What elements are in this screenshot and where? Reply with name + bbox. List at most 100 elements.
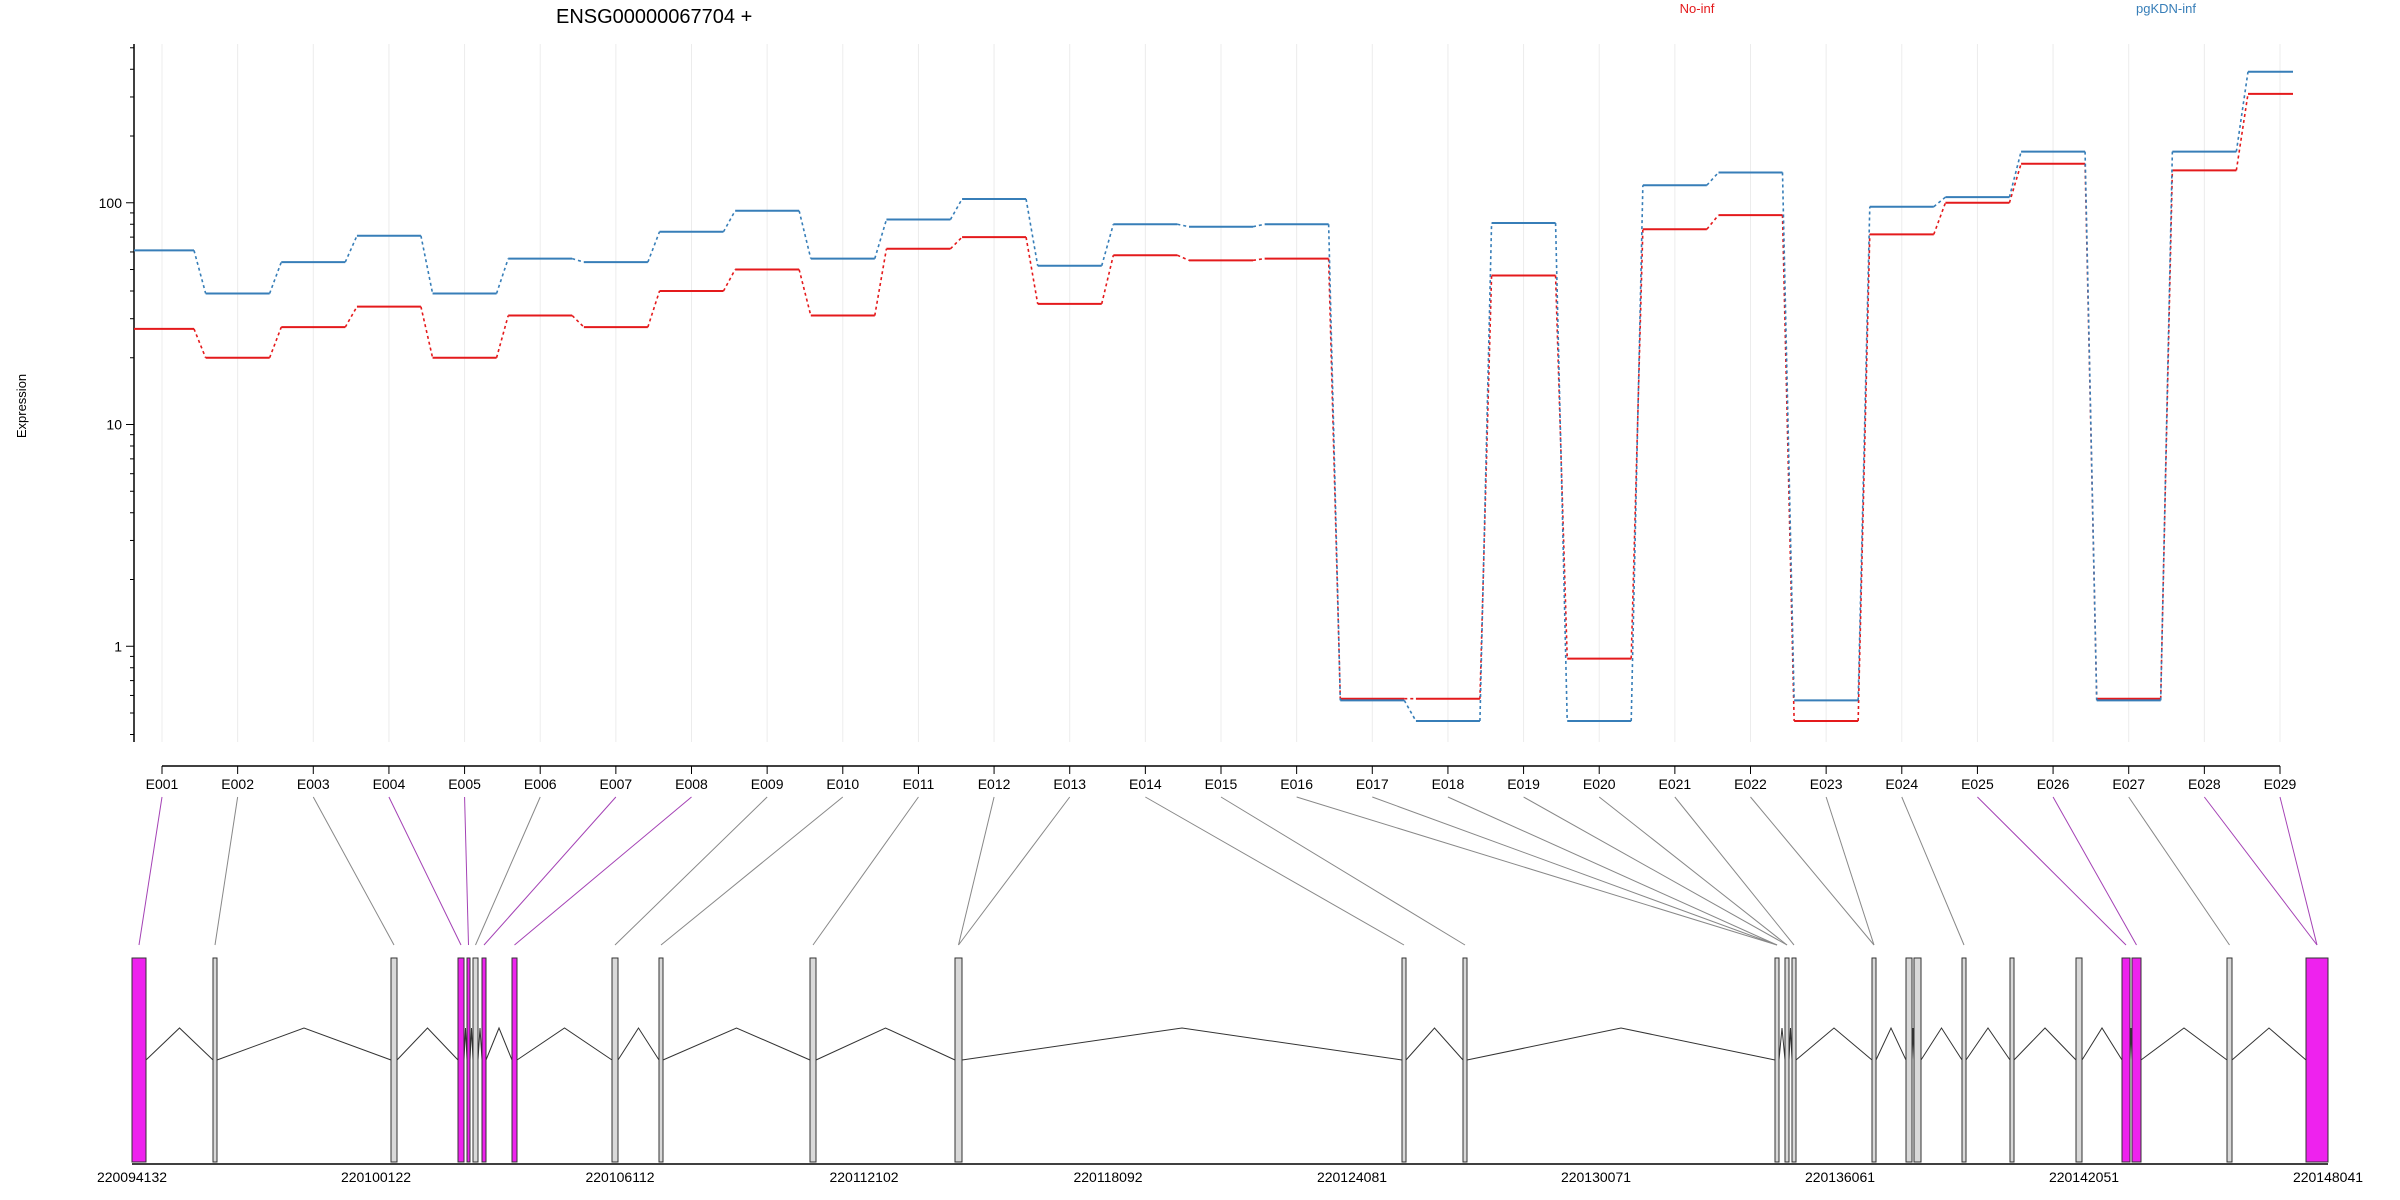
exon-connector bbox=[1220, 796, 1466, 946]
exon-box bbox=[2131, 957, 2142, 1163]
exon-box bbox=[1401, 957, 1407, 1163]
x-tick-label: E022 bbox=[1734, 776, 1767, 792]
exon-box bbox=[472, 957, 479, 1163]
exon-connector bbox=[614, 796, 768, 946]
exon-connector bbox=[2203, 796, 2318, 946]
exon-connector bbox=[660, 796, 844, 946]
series-connector bbox=[571, 257, 585, 263]
exon-box bbox=[954, 957, 963, 1163]
series-connector bbox=[1025, 236, 1039, 305]
exon-connector bbox=[1901, 796, 1965, 946]
coordinate-tick-label: 220148041 bbox=[2293, 1169, 2363, 1185]
exon-box bbox=[2121, 957, 2131, 1163]
x-tick-label: E012 bbox=[978, 776, 1011, 792]
exon-connector bbox=[214, 796, 239, 946]
exon-connector bbox=[1674, 796, 1795, 946]
intron-line bbox=[1875, 1026, 1907, 1061]
x-tick-label: E010 bbox=[826, 776, 859, 792]
series-connector bbox=[1100, 224, 1115, 266]
intron-line bbox=[485, 1026, 513, 1061]
series-connector bbox=[268, 326, 283, 359]
exon-connector bbox=[483, 796, 617, 946]
series-connector bbox=[722, 269, 736, 292]
exon-connector-lines bbox=[138, 796, 2318, 946]
x-tick-label: E023 bbox=[1810, 776, 1843, 792]
exon-box bbox=[1871, 957, 1877, 1163]
exon-box bbox=[390, 957, 398, 1163]
series-connector bbox=[1554, 223, 1569, 722]
coordinate-tick-label: 220118092 bbox=[1073, 1169, 1142, 1185]
exon-box bbox=[1784, 957, 1790, 1163]
coordinate-tick-label: 220112102 bbox=[829, 1169, 898, 1185]
intron-line bbox=[1965, 1027, 2011, 1061]
series-pgKDN-inf bbox=[134, 70, 2293, 723]
exon-connector bbox=[464, 796, 469, 946]
series-connector bbox=[1100, 255, 1115, 305]
series-connector bbox=[2008, 163, 2022, 203]
series-connector bbox=[1554, 275, 1569, 659]
y-tick-label: 10 bbox=[106, 417, 122, 433]
x-tick-label: E001 bbox=[146, 776, 179, 792]
intron-line bbox=[477, 1027, 483, 1061]
series-connector bbox=[874, 219, 888, 259]
exon-connector bbox=[2052, 796, 2137, 946]
intron-line bbox=[1795, 1027, 1873, 1061]
intron-line bbox=[2231, 1027, 2307, 1061]
exon-connector bbox=[1750, 796, 1875, 946]
series-connector bbox=[193, 250, 207, 294]
x-tick-label: E005 bbox=[448, 776, 481, 792]
exon-box bbox=[457, 957, 465, 1163]
x-tick-label: E007 bbox=[600, 776, 633, 792]
x-tick-label: E021 bbox=[1659, 776, 1692, 792]
x-tick-label: E003 bbox=[297, 776, 330, 792]
series-No-inf bbox=[134, 92, 2293, 723]
series-connector bbox=[1706, 171, 1720, 186]
series-connector bbox=[2235, 71, 2249, 152]
x-tick-label: E004 bbox=[373, 776, 406, 792]
exon-box bbox=[1961, 957, 1967, 1163]
intron-line bbox=[662, 1027, 811, 1061]
series-connector bbox=[1403, 699, 1417, 722]
y-axis: 1 10 100 bbox=[99, 44, 135, 742]
exon-box bbox=[2009, 957, 2015, 1163]
series-connector bbox=[1933, 196, 1946, 208]
exon-connector bbox=[1296, 796, 1778, 946]
exon-connector bbox=[1447, 796, 1778, 946]
intron-line bbox=[1920, 1027, 1963, 1061]
series-connector bbox=[1933, 202, 1947, 235]
x-tick-label: E019 bbox=[1507, 776, 1540, 792]
series-connector bbox=[571, 314, 585, 328]
exon-connector bbox=[1825, 796, 1875, 946]
exon-connector bbox=[2128, 796, 2230, 946]
exon-box bbox=[2075, 957, 2083, 1163]
x-tick-label: E008 bbox=[675, 776, 708, 792]
series-connector bbox=[420, 235, 434, 294]
exon-box bbox=[511, 957, 518, 1163]
exon-connector bbox=[958, 796, 1071, 946]
series-connector bbox=[495, 258, 509, 294]
series-connector bbox=[949, 236, 963, 250]
exon-connector bbox=[1598, 796, 1788, 946]
coordinate-tick-label: 220130071 bbox=[1561, 1169, 1631, 1185]
x-tick-label: E009 bbox=[751, 776, 784, 792]
exon-connector bbox=[1977, 796, 2127, 946]
intron-line bbox=[2013, 1027, 2077, 1061]
x-tick-label: E013 bbox=[1053, 776, 1086, 792]
x-tick-label: E024 bbox=[1885, 776, 1918, 792]
exon-connector bbox=[812, 796, 919, 946]
exon-box bbox=[611, 957, 619, 1163]
series-connector bbox=[647, 231, 661, 263]
exon-box bbox=[1774, 957, 1780, 1163]
exon-connector bbox=[312, 796, 395, 946]
series-connector bbox=[344, 306, 358, 328]
exon-box bbox=[212, 957, 218, 1163]
y-tick-label: 100 bbox=[99, 195, 123, 211]
series-connector bbox=[798, 210, 812, 259]
series-connector bbox=[1252, 257, 1265, 262]
exon-connector bbox=[138, 796, 163, 946]
exon-box bbox=[658, 957, 664, 1163]
series-connector bbox=[2235, 93, 2249, 171]
exon-box bbox=[1905, 957, 1913, 1163]
coordinate-tick-label: 220106112 bbox=[585, 1169, 654, 1185]
